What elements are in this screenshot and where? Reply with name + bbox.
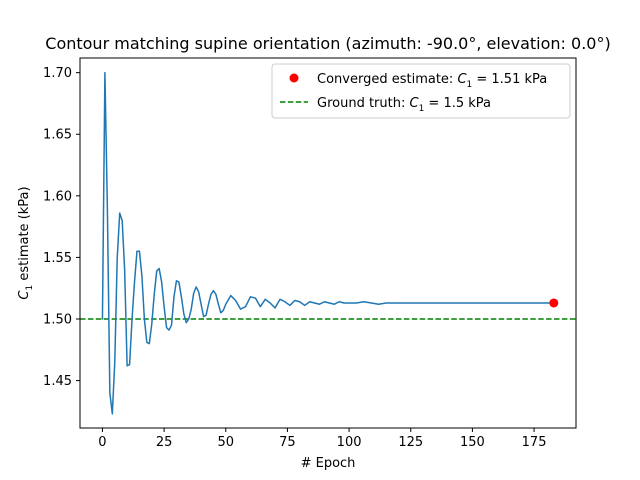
x-axis-label: # Epoch [301,456,356,471]
x-tick-label: 25 [156,435,173,450]
y-tick-label: 1.50 [43,312,72,327]
legend-label-converged-base: Converged estimate: [317,72,457,87]
y-tick-label: 1.45 [43,374,72,389]
y-tick-label: 1.60 [43,189,72,204]
legend-label-ground-truth-var: C [409,96,419,111]
legend-marker-converged [289,73,299,83]
converged-estimate-point [549,298,559,308]
axes-frame [79,57,577,429]
legend: Converged estimate: C1 = 1.51 kPa Ground… [271,63,571,119]
x-tick-label: 125 [398,435,423,450]
y-axis-label: C1 estimate (kPa) [17,186,35,299]
y-tick-label: 1.70 [43,66,72,81]
y-tick-label: 1.65 [43,128,72,143]
legend-label-ground-truth-rest: = 1.5 kPa [424,96,491,111]
x-tick-label: 100 [337,435,362,450]
legend-label-converged: Converged estimate: C1 = 1.51 kPa [317,72,547,90]
y-axis-label-var: C [17,290,32,300]
y-tick-label: 1.55 [43,251,72,266]
x-tick-label: 50 [217,435,234,450]
plot-area [79,57,577,429]
legend-label-converged-rest: = 1.51 kPa [472,72,547,87]
legend-label-ground-truth-base: Ground truth: [317,96,409,111]
legend-label-converged-var: C [457,72,467,87]
chart-title: Contour matching supine orientation (azi… [45,34,610,53]
y-axis-label-sub: 1 [25,285,35,291]
x-tick-label: 0 [98,435,106,450]
legend-label-converged-sub: 1 [467,80,473,90]
y-axis-label-rest: estimate (kPa) [17,186,32,284]
x-tick-label: 175 [522,435,547,450]
legend-box [271,63,571,119]
legend-label-ground-truth-sub: 1 [419,104,425,114]
x-tick-label: 150 [460,435,485,450]
x-tick-label: 75 [279,435,296,450]
legend-label-ground-truth: Ground truth: C1 = 1.5 kPa [317,96,491,114]
estimate-line [101,71,555,415]
data-layer [80,71,576,415]
y-axis-ticks: 1.45 1.50 1.55 1.60 1.65 1.70 [43,66,80,389]
x-axis-ticks: 0 25 50 75 100 125 150 175 [98,428,546,450]
